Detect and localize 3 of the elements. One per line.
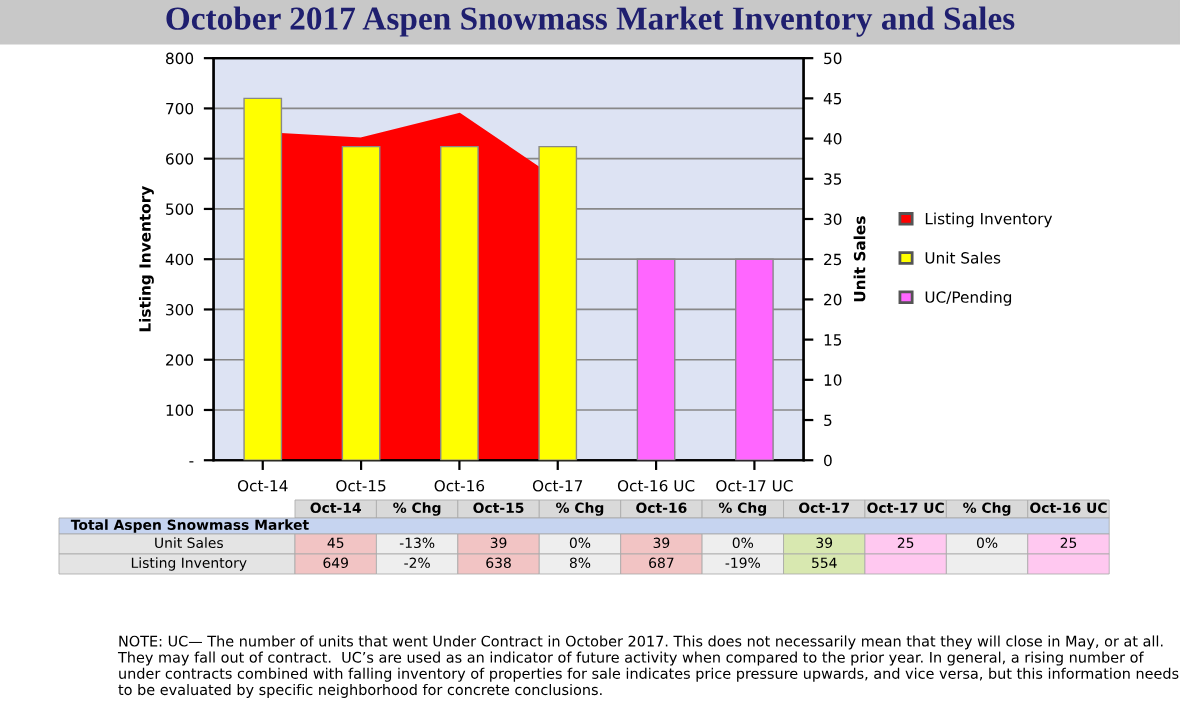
bar — [440, 145, 479, 461]
chart-title: October 2017 Aspen Snowmass Market Inventory and Sales — [166, 6, 1015, 37]
bar — [341, 145, 381, 461]
